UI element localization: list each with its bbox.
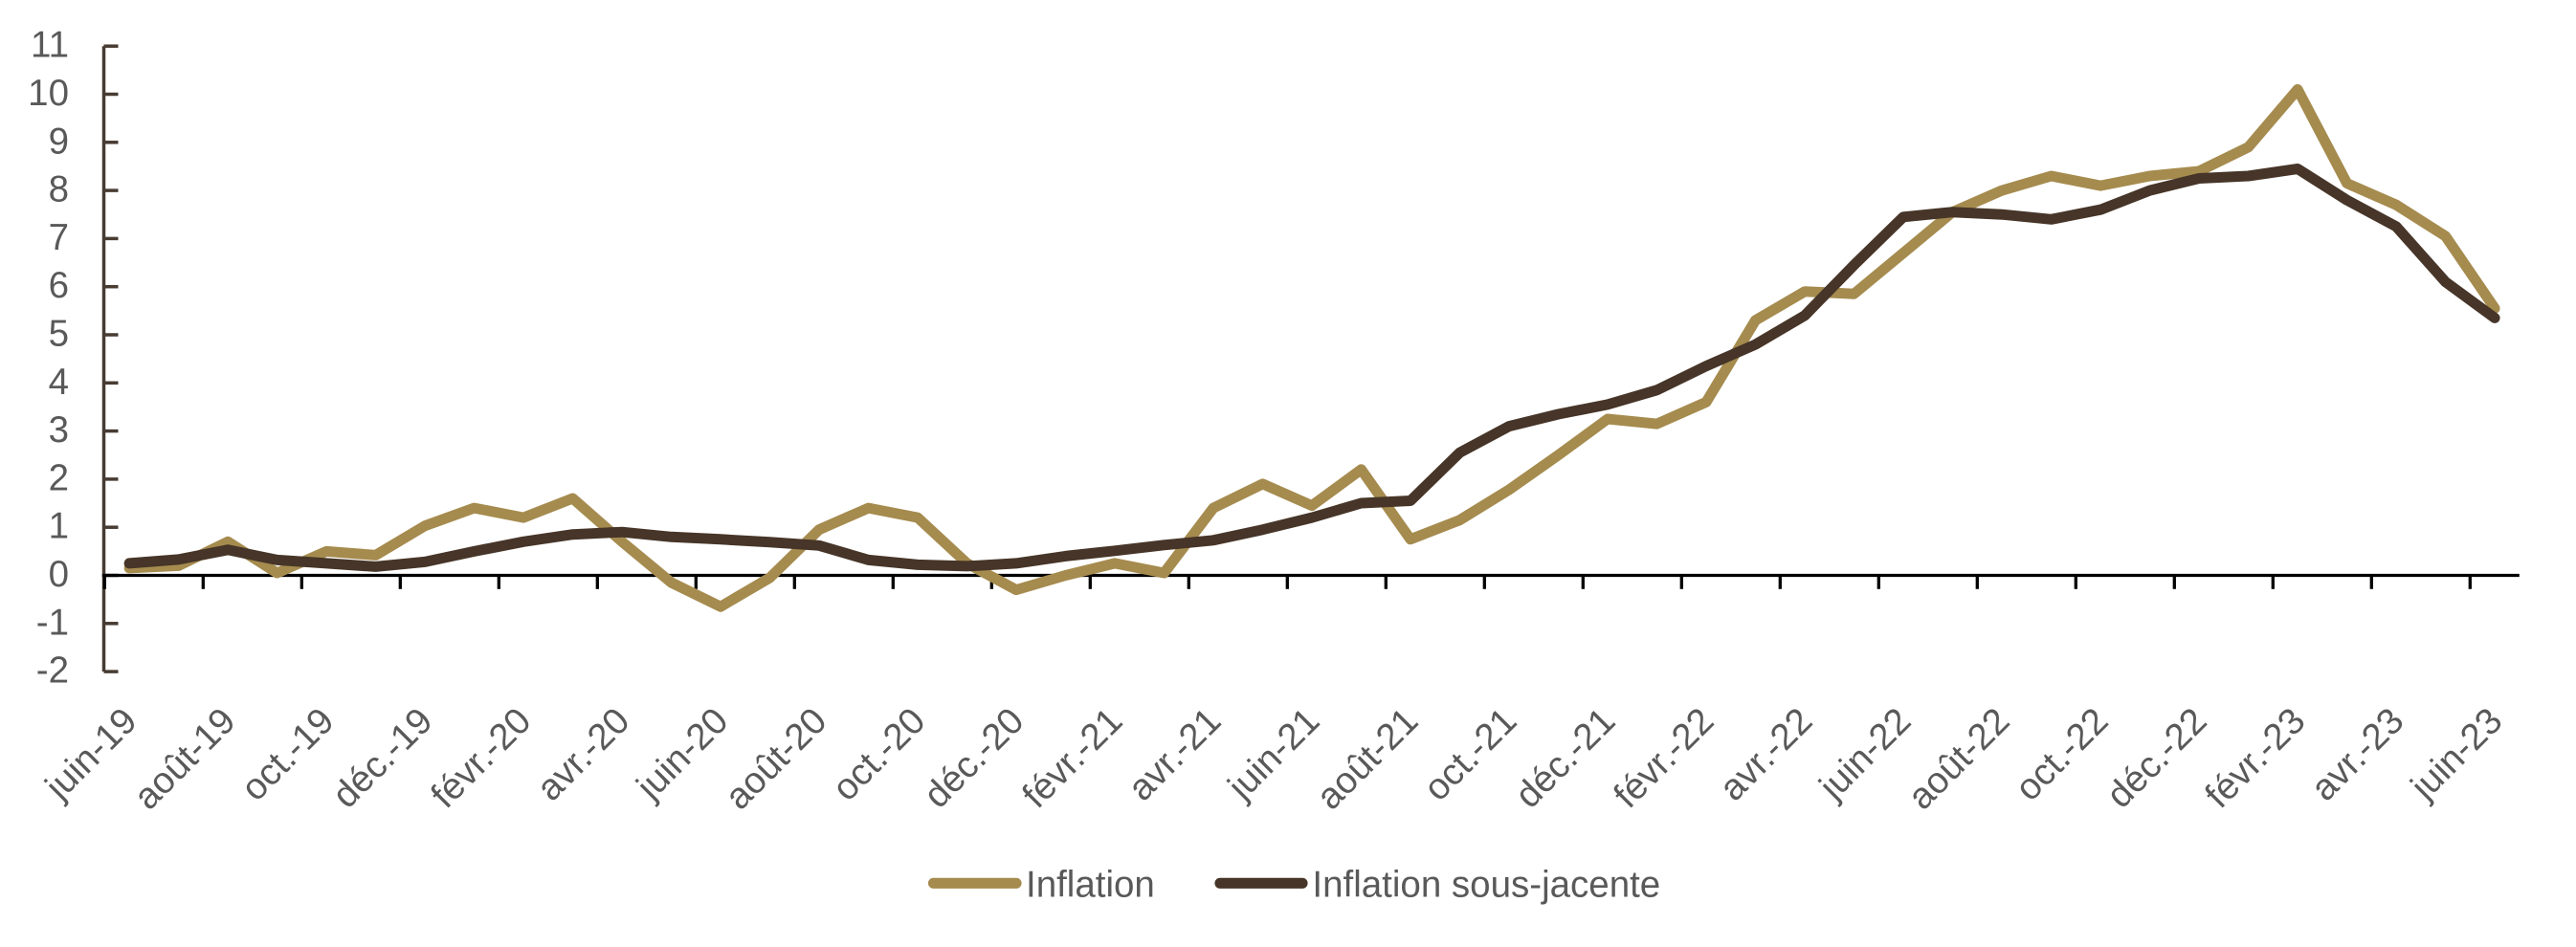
svg-text:oct.-19: oct.-19 bbox=[233, 700, 343, 809]
svg-text:9: 9 bbox=[49, 121, 69, 162]
svg-text:2: 2 bbox=[49, 457, 69, 498]
svg-text:4: 4 bbox=[49, 362, 69, 403]
svg-text:oct.-20: oct.-20 bbox=[825, 700, 934, 809]
svg-text:Inflation sous-jacente: Inflation sous-jacente bbox=[1312, 865, 1660, 906]
svg-text:11: 11 bbox=[31, 25, 69, 66]
svg-text:3: 3 bbox=[49, 409, 69, 451]
svg-text:déc.-22: déc.-22 bbox=[2099, 700, 2214, 816]
svg-text:août-22: août-22 bbox=[1900, 700, 2018, 818]
svg-text:Inflation: Inflation bbox=[1026, 865, 1155, 906]
svg-text:avr.-20: avr.-20 bbox=[529, 700, 638, 809]
svg-text:10: 10 bbox=[28, 73, 69, 114]
svg-text:8: 8 bbox=[49, 169, 69, 210]
svg-text:0: 0 bbox=[49, 554, 69, 595]
svg-text:avr.-21: avr.-21 bbox=[1121, 700, 1230, 809]
svg-text:1: 1 bbox=[49, 506, 69, 547]
svg-text:août-20: août-20 bbox=[718, 700, 835, 818]
svg-text:avr.-23: avr.-23 bbox=[2303, 700, 2412, 809]
svg-text:oct.-22: oct.-22 bbox=[2008, 700, 2117, 809]
svg-text:5: 5 bbox=[49, 314, 69, 355]
svg-text:-2: -2 bbox=[36, 650, 69, 692]
svg-text:-1: -1 bbox=[36, 602, 69, 643]
svg-text:févr.-22: févr.-22 bbox=[1606, 700, 1721, 816]
svg-text:févr.-20: févr.-20 bbox=[423, 700, 539, 816]
svg-text:juin-23: juin-23 bbox=[2403, 700, 2511, 808]
svg-text:7: 7 bbox=[49, 217, 69, 258]
svg-text:déc.-19: déc.-19 bbox=[324, 700, 440, 816]
svg-text:déc.-20: déc.-20 bbox=[916, 700, 1032, 816]
svg-text:6: 6 bbox=[49, 265, 69, 306]
svg-text:oct.-21: oct.-21 bbox=[1416, 700, 1525, 809]
svg-text:févr.-21: févr.-21 bbox=[1014, 700, 1130, 816]
svg-text:déc.-21: déc.-21 bbox=[1507, 700, 1623, 816]
svg-text:avr.-22: avr.-22 bbox=[1712, 700, 1821, 809]
svg-text:févr.-23: févr.-23 bbox=[2197, 700, 2313, 816]
svg-text:août-21: août-21 bbox=[1309, 700, 1427, 818]
svg-text:août-19: août-19 bbox=[126, 700, 244, 818]
